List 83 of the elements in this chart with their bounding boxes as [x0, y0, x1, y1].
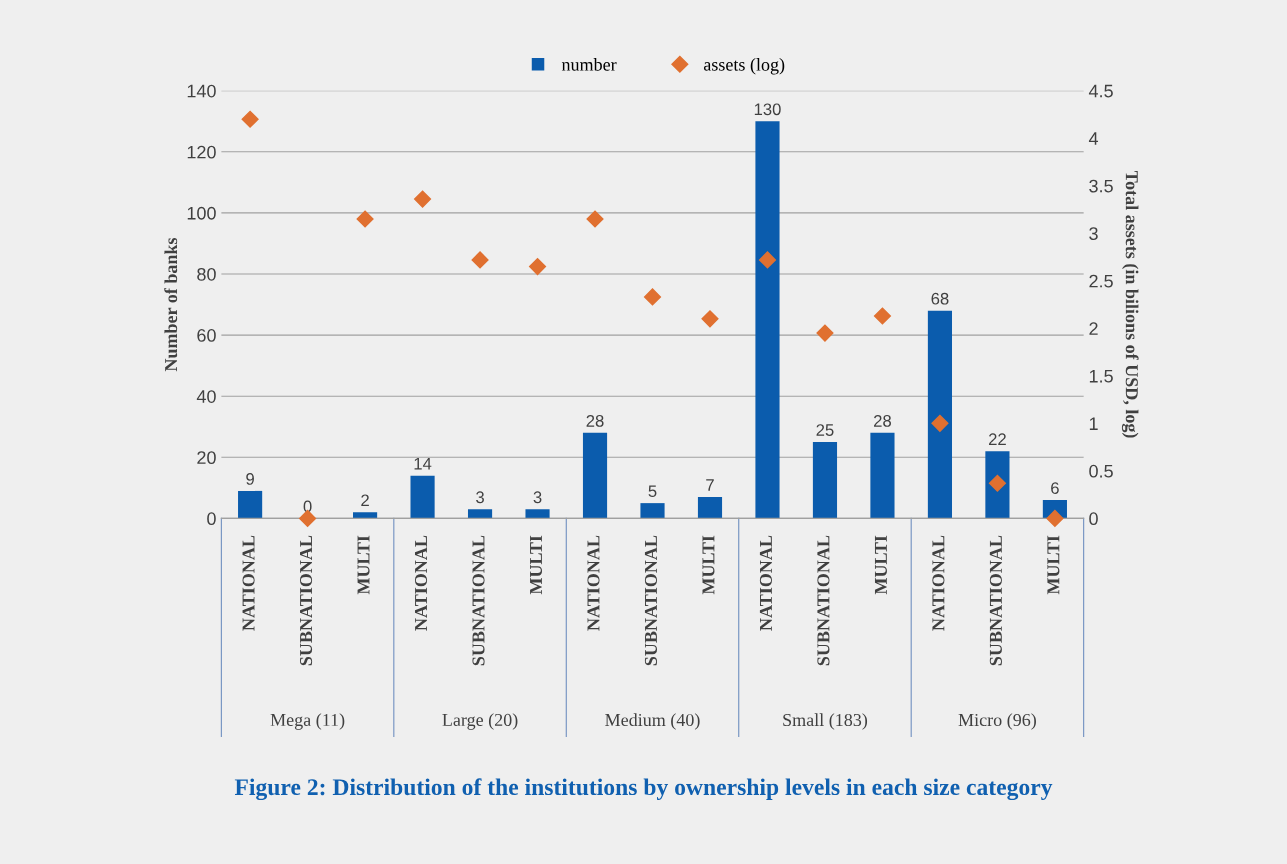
- y2-tick-label: 1: [1089, 417, 1098, 430]
- bar: [697, 497, 723, 519]
- text: Small (183): [783, 713, 868, 730]
- x-tick-label: SUBNATIONAL: [644, 535, 658, 666]
- point: [241, 110, 259, 128]
- data-label: 3: [476, 491, 484, 504]
- data-label: 68: [931, 292, 949, 305]
- data-label: 28: [586, 414, 604, 427]
- y2-axis-title: Total assets (in bilions of USD, log): [1121, 170, 1139, 438]
- bar: [985, 451, 1010, 519]
- bar: [353, 512, 378, 519]
- y-axis-title: Number of banks: [164, 237, 178, 372]
- x-tick-label: MULTI: [530, 535, 543, 595]
- y2-tick-label: 2: [1089, 322, 1098, 335]
- y-tick-label: 20: [197, 451, 216, 465]
- point: [816, 324, 834, 342]
- data-label: 3: [533, 491, 542, 504]
- point: [471, 251, 489, 269]
- data-label: 2: [361, 494, 369, 507]
- data-label: 22: [989, 433, 1006, 445]
- y2-tick-label: 3.5: [1089, 179, 1113, 193]
- x-tick-label: SUBNATIONAL: [472, 535, 485, 666]
- data-label: 7: [706, 479, 714, 491]
- text: Micro (96): [958, 713, 1036, 730]
- x-tick-label: MULTI: [702, 535, 715, 595]
- data-label: 14: [414, 457, 432, 470]
- bar: [582, 432, 608, 519]
- bar: [467, 509, 493, 519]
- x-tick-label: SUBNATIONAL: [299, 535, 313, 666]
- point: [643, 288, 662, 306]
- bar: [640, 503, 665, 519]
- point: [356, 210, 374, 228]
- y2-tick-label: 1.5: [1089, 369, 1113, 383]
- x-tick-label: NATIONAL: [587, 535, 600, 631]
- x-tick-label: NATIONAL: [242, 535, 255, 631]
- data-label: 130: [754, 103, 781, 116]
- y-tick-label: 60: [197, 329, 216, 342]
- y2-tick-label: 4: [1088, 132, 1099, 145]
- x-tick-label: SUBNATIONAL: [989, 535, 1002, 666]
- y-tick-label: 100: [187, 206, 216, 220]
- y2-tick-label: 0.5: [1089, 464, 1113, 478]
- y2-tick-label: 0: [1089, 512, 1098, 526]
- x-tick-label: MULTI: [357, 535, 370, 595]
- point: [1046, 509, 1064, 527]
- bar: [410, 475, 435, 519]
- x-tick-label: NATIONAL: [759, 535, 772, 631]
- y2-tick-label: 2.5: [1089, 274, 1113, 288]
- data-label: 6: [1051, 482, 1059, 494]
- point: [414, 190, 432, 208]
- text: Large (20): [442, 713, 518, 730]
- bar: [927, 310, 953, 519]
- point: [873, 307, 892, 325]
- data-label: 28: [874, 414, 891, 427]
- point: [758, 251, 777, 269]
- point: [931, 414, 949, 432]
- text: Medium (40): [605, 713, 700, 730]
- x-tick-label: NATIONAL: [932, 535, 945, 631]
- y-tick-label: 0: [207, 512, 216, 526]
- data-label: 9: [246, 473, 254, 485]
- bar: [870, 432, 895, 519]
- data-label: 25: [816, 424, 834, 436]
- y-tick-label: 120: [187, 145, 216, 159]
- point: [528, 257, 547, 276]
- data-label: 5: [648, 485, 657, 498]
- x-tick-label: MULTI: [1047, 535, 1060, 595]
- x-tick-label: MULTI: [874, 535, 887, 595]
- bar: [525, 509, 550, 519]
- bar: [755, 121, 780, 519]
- y-tick-label: 80: [197, 267, 216, 281]
- bar: [238, 490, 263, 519]
- y-tick-label: 140: [187, 84, 216, 98]
- text: Figure 2: Distribution of the institutions by ownership levels in each size category: [234, 778, 1053, 801]
- text: Mega (11): [270, 713, 345, 730]
- legend-label: assets (log): [703, 58, 785, 75]
- x-tick-label: NATIONAL: [414, 535, 428, 631]
- y2-tick-label: 4.5: [1088, 84, 1113, 98]
- point: [701, 310, 719, 328]
- bar: [812, 442, 838, 519]
- legend-label: number: [561, 58, 617, 71]
- y2-tick-label: 3: [1089, 227, 1098, 240]
- x-tick-label: SUBNATIONAL: [817, 535, 830, 666]
- y-tick-label: 40: [196, 390, 216, 403]
- point: [586, 210, 604, 228]
